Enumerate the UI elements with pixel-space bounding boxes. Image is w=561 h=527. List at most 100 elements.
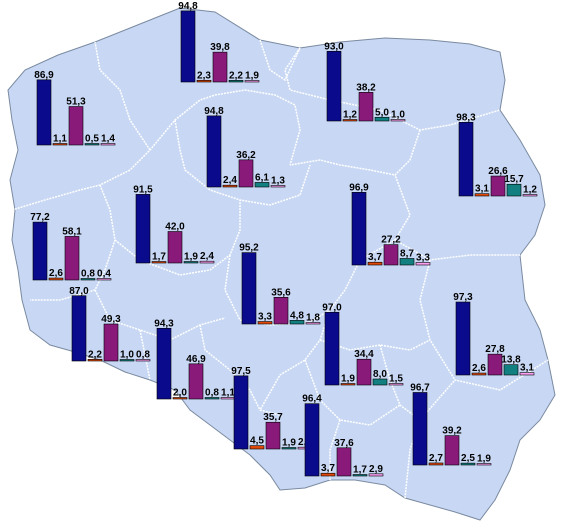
region-chart: 94,8 2,3 39,8 2,2 1,9: [178, 1, 259, 83]
region-chart: 96,4 3,7 37,6 1,7 2,9: [302, 394, 384, 477]
bar-value-label: 39,2: [442, 426, 462, 437]
bar: [368, 473, 384, 477]
bar-value-label: 1,9: [341, 374, 355, 385]
bar-value-label: 0,5: [85, 134, 99, 145]
bar-value-label: 96,7: [410, 382, 430, 393]
bar: [352, 474, 368, 477]
regional-bar-charts: 94,82,339,82,2 1,993,01,238,25,0 1,086,91,…: [30, 1, 538, 477]
bar-value-label: 3,3: [258, 312, 272, 323]
bar-value-label: 39,8: [210, 42, 230, 53]
bar-value-label: 1,4: [101, 134, 115, 145]
bar-value-label: 94,3: [154, 318, 174, 329]
bar-value-label: 4,5: [250, 436, 264, 447]
bar-value-label: 2,6: [49, 268, 63, 279]
bar-value-label: 1,1: [53, 134, 67, 145]
bar: [399, 258, 415, 266]
bar-value-label: 38,2: [356, 82, 376, 93]
bar-value-label: 2,2: [229, 70, 243, 81]
bar: [87, 359, 103, 362]
bar: [289, 320, 305, 325]
bar: [32, 221, 48, 281]
region-chart: 96,9 3,7 27,2 8,7 3,3: [349, 182, 430, 266]
bar-value-label: 77,2: [30, 212, 50, 223]
bar-value-label: 15,7: [504, 174, 524, 185]
bar-value-label: 94,8: [178, 1, 198, 12]
bar: [196, 79, 212, 83]
region-chart: 96,7 2,7 39,2 2,5 1,9: [410, 382, 492, 466]
bar: [320, 472, 336, 477]
bar: [342, 119, 358, 122]
bar-value-label: 96,4: [302, 394, 322, 405]
bar: [254, 182, 270, 188]
bar: [388, 383, 404, 386]
bar: [233, 375, 249, 450]
bar: [228, 80, 244, 83]
region-chart: 97,0 1,9 34,4 8,0 1,5: [322, 302, 404, 386]
region-chart: 95,2 3,3 35,6 4,8 1,8: [239, 243, 320, 325]
region-chart: 94,8 2,4 36,2 6,1 1,3: [204, 106, 286, 188]
bar: [199, 260, 215, 264]
bar-value-label: 91,5: [133, 184, 153, 195]
bar-value-label: 95,2: [239, 243, 259, 254]
bar: [180, 10, 196, 83]
bar-value-label: 1,5: [389, 374, 403, 385]
bar: [135, 359, 151, 362]
bar: [372, 378, 388, 386]
region-chart: 93,0 1,2 38,2 5,0 1,0: [324, 41, 406, 122]
bar-value-label: 1,2: [343, 110, 357, 121]
bar-value-label: 35,7: [263, 412, 283, 423]
bar: [476, 463, 492, 466]
bar: [383, 244, 399, 266]
bar-value-label: 5,0: [375, 107, 389, 118]
bar-value-label: 1,1: [221, 388, 235, 399]
bar-value-label: 1,9: [282, 438, 296, 449]
bar-value-label: 86,9: [34, 70, 54, 81]
bar-value-label: 42,0: [165, 222, 185, 233]
region-chart: 86,9 1,1 51,3 0,5 1,4: [34, 70, 116, 146]
bar-value-label: 49,3: [101, 314, 121, 325]
bar: [351, 192, 367, 266]
bar: [212, 51, 228, 83]
bar: [241, 252, 257, 325]
bar: [474, 193, 490, 197]
bar: [270, 185, 286, 188]
region-chart: 77,2 2,6 58,1 0,8 0,4: [30, 212, 111, 281]
bar: [257, 321, 273, 325]
bar-value-label: 37,6: [334, 438, 354, 449]
bar-value-label: 0,8: [81, 269, 95, 280]
bar-value-label: 8,7: [400, 248, 414, 259]
bar: [119, 359, 135, 362]
bar: [519, 372, 535, 376]
bar: [172, 397, 188, 400]
bar-value-label: 3,1: [475, 184, 489, 195]
bar-value-label: 0,8: [136, 350, 150, 361]
bar-value-label: 2,9: [369, 464, 383, 475]
bar-value-label: 1,9: [184, 252, 198, 263]
bar-value-label: 2,4: [223, 175, 237, 186]
bar: [374, 116, 390, 122]
bar: [458, 121, 474, 197]
bar: [340, 383, 356, 386]
bar-value-label: 34,4: [354, 349, 374, 360]
bar-value-label: 3,7: [321, 463, 335, 474]
bar-value-label: 1,2: [523, 185, 537, 196]
bar: [506, 183, 522, 197]
bar: [100, 143, 116, 146]
bar-value-label: 58,1: [62, 226, 82, 237]
bar-value-label: 1,0: [120, 350, 134, 361]
bar-value-label: 26,6: [488, 166, 508, 177]
bar-value-label: 46,9: [186, 354, 206, 365]
bar: [167, 231, 183, 264]
bar: [188, 363, 204, 400]
bar-value-label: 3,1: [520, 363, 534, 374]
bar: [522, 194, 538, 197]
region-chart: 97,3 2,6 27,813,83,1: [453, 292, 535, 376]
region-chart: 94,3 2,0 46,9 0,8 1,1: [154, 318, 235, 400]
bar: [281, 447, 297, 450]
bar: [503, 364, 519, 376]
bar: [390, 119, 406, 122]
bar: [460, 462, 476, 466]
bar: [84, 143, 100, 146]
bar-value-label: 1,0: [391, 110, 405, 121]
